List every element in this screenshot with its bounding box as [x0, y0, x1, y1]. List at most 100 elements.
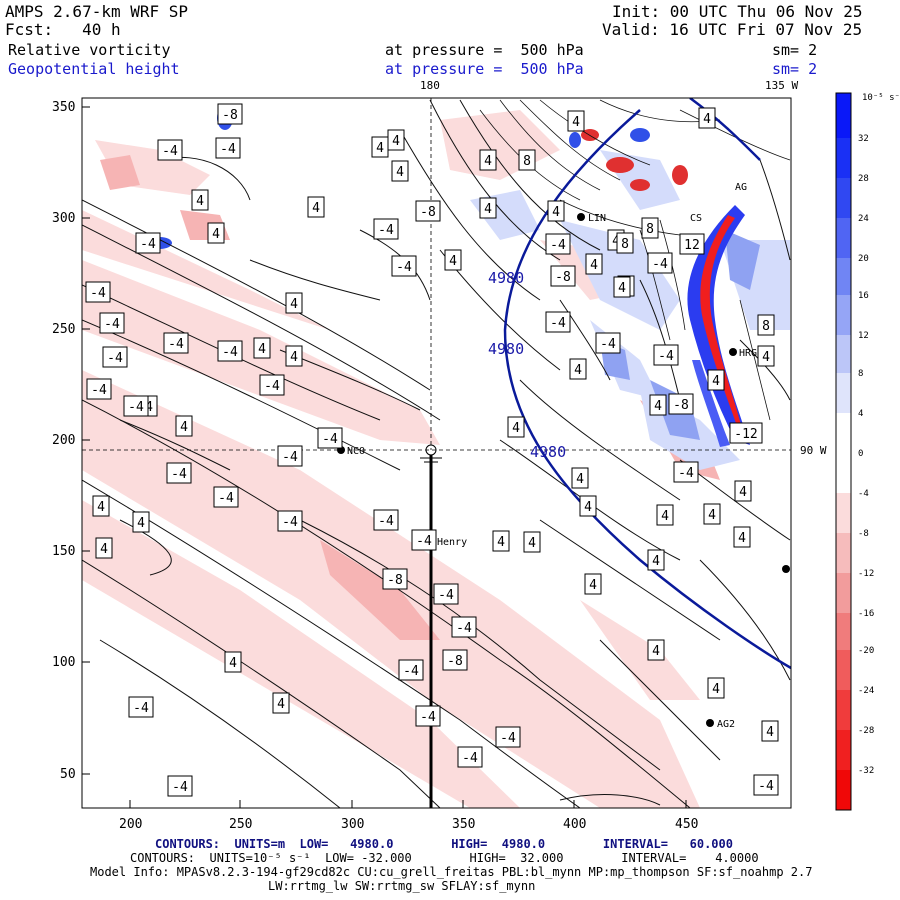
- vorticity-label-negative: -8: [555, 270, 571, 285]
- vorticity-label-positive: 4: [258, 342, 266, 357]
- vorticity-label-negative-box: [102, 346, 128, 368]
- vorticity-label-negative-box: [647, 252, 673, 274]
- colorbar-tick-label: 28: [858, 174, 869, 184]
- station-cs-label: CS: [690, 213, 702, 224]
- vorticity-label-negative: -4: [104, 317, 120, 332]
- vorticity-label-positive: 4: [290, 297, 298, 312]
- vorticity-label-positive: 4: [703, 112, 711, 127]
- colorbar-tick-label: 32: [858, 134, 869, 144]
- vorticity-label-negative: -4: [282, 450, 298, 465]
- field1-smoothing: sm= 2: [772, 41, 818, 59]
- vorticity-label-negative: -4: [162, 144, 178, 159]
- vorticity-label-negative-box: [653, 344, 679, 366]
- vorticity-label-positive-box: [518, 149, 536, 171]
- vorticity-label-positive: 4: [661, 509, 669, 524]
- vorticity-label-negative: -4: [322, 432, 338, 447]
- vorticity-label-positive: 4: [574, 363, 582, 378]
- vorticity-label-positive-box: [757, 314, 775, 336]
- height-label-3: 4980: [530, 443, 566, 461]
- vorticity-label-positive-box: [95, 537, 113, 559]
- station-lin-dot: [577, 213, 585, 221]
- vorticity-label-negative: -4: [416, 534, 432, 549]
- vorticity-label-positive: 4: [312, 201, 320, 216]
- vorticity-label-positive-box: [391, 160, 409, 182]
- vorticity-label-positive-box: [656, 504, 674, 526]
- vorticity-label-negative: -4: [264, 379, 280, 394]
- y-tick-150: 150: [52, 544, 76, 559]
- vorticity-label-positive-box: [92, 495, 110, 517]
- vorticity-label-positive: 4: [290, 350, 298, 365]
- vorticity-label-positive-box: [285, 345, 303, 367]
- vorticity-label-negative-box: [217, 340, 243, 362]
- station-ag-label: AG: [735, 182, 747, 193]
- field2-smoothing: sm= 2: [772, 60, 818, 78]
- vorticity-label-positive-box: [647, 549, 665, 571]
- vorticity-label-positive-box: [547, 200, 565, 222]
- vorticity-label-negative: -4: [600, 337, 616, 352]
- colorbar-unit: 10⁻⁵ s⁻¹: [862, 93, 900, 103]
- vorticity-label-positive: 4: [512, 421, 520, 436]
- vorticity-label-negative: -4: [282, 515, 298, 530]
- vorticity-label-positive-box: [175, 415, 193, 437]
- colorbar-tick-label: 20: [858, 254, 869, 264]
- vorticity-label-negative: -4: [456, 621, 472, 636]
- vorticity-label-negative: -8: [673, 398, 689, 413]
- vorticity-label-negative-box: [442, 649, 468, 671]
- colorbar-tick-label: -8: [858, 529, 869, 539]
- vorticity-label-negative: -8: [447, 654, 463, 669]
- vorticity-label-negative: -4: [652, 257, 668, 272]
- vorticity-label-negative-box: [411, 529, 437, 551]
- vorticity-label-negative-box: [373, 509, 399, 531]
- vorticity-label-positive: 4: [652, 554, 660, 569]
- x-tick-350: 350: [452, 817, 476, 832]
- vorticity-label-negative-box: [163, 332, 189, 354]
- vorticity-label-positive: 4: [137, 516, 145, 531]
- vorticity-label-negative: -4: [500, 731, 516, 746]
- vorticity-label-negative-box: [259, 374, 285, 396]
- vorticity-label-positive-box: [579, 495, 597, 517]
- vorticity-label-negative-box: [668, 393, 694, 415]
- vorticity-label-positive: 4: [212, 227, 220, 242]
- vorticity-label-negative: -4: [420, 710, 436, 725]
- vorticity-label-negative-box: [277, 510, 303, 532]
- vorticity-label-negative-box: [545, 311, 571, 333]
- vorticity-label-positive-box: [207, 222, 225, 244]
- vorticity-label-positive-box: [649, 394, 667, 416]
- vorticity-label-positive-box: [307, 196, 325, 218]
- vorticity-label-negative: -4: [550, 316, 566, 331]
- init-time: Init: 00 UTC Thu 06 Nov 25: [612, 2, 863, 21]
- field1-level: at pressure = 500 hPa: [385, 41, 584, 59]
- station-ag2-label: AG2: [717, 719, 735, 730]
- vorticity-label-negative: -4: [438, 588, 454, 603]
- colorbar: [835, 92, 852, 811]
- vorticity-label-negative: -4: [91, 383, 107, 398]
- vorticity-label-negative: -4: [678, 466, 694, 481]
- vorticity-label-negative-box: [215, 137, 241, 159]
- station-edge-dot: [782, 565, 790, 573]
- vorticity-label-positive-box: [285, 292, 303, 314]
- vorticity-label-negative-box: [391, 255, 417, 277]
- vorticity-label-positive: 4: [708, 508, 716, 523]
- map-frame: [81, 97, 792, 809]
- x-tick-450: 450: [675, 817, 699, 832]
- vorticity-label-positive: 8: [523, 154, 531, 169]
- vorticity-label-negative: -4: [107, 351, 123, 366]
- vorticity-label-positive: 4: [552, 205, 560, 220]
- vorticity-label-negative-box: [85, 281, 111, 303]
- vorticity-label-negative-box: [86, 378, 112, 400]
- vorticity-label-negative: -4: [140, 237, 156, 252]
- vorticity-label-positive: 4: [229, 656, 237, 671]
- vorticity-label-negative: -4: [171, 467, 187, 482]
- colorbar-tick-label: -4: [858, 489, 869, 499]
- y-tick-300: 300: [52, 211, 76, 226]
- colorbar-tick-label: 24: [858, 214, 869, 224]
- vorticity-label-positive-box: [585, 253, 603, 275]
- vorticity-label-positive: 4: [497, 535, 505, 550]
- vorticity-label-negative-box: [382, 568, 408, 590]
- station-hrg-label: HRG: [739, 348, 757, 359]
- vorticity-label-positive: 4: [484, 154, 492, 169]
- vorticity-label-positive-box: [224, 651, 242, 673]
- vorticity-label-negative-box: [415, 705, 441, 727]
- colorbar-tick-label: 0: [858, 449, 863, 459]
